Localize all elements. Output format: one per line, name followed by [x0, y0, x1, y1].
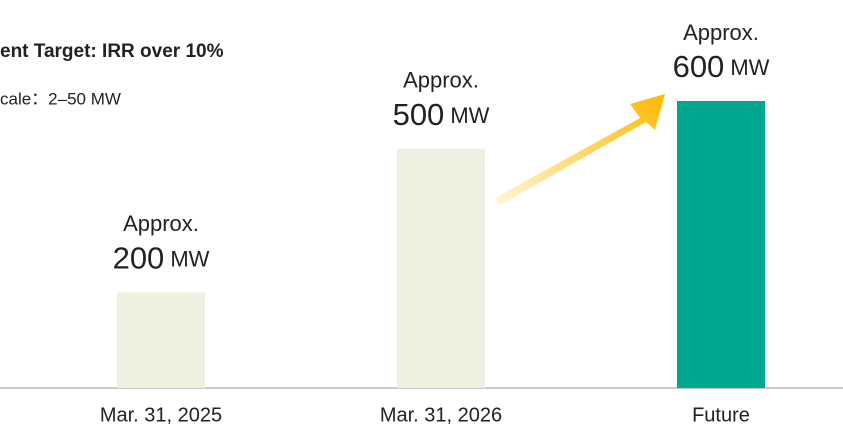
value-label: 200 MW [113, 241, 210, 276]
value-label-prefix: Approx. [683, 20, 759, 45]
value-number: 500 [393, 97, 445, 132]
value-number: 200 [113, 241, 165, 276]
chart-subtitle: cale：2–50 MW [0, 89, 121, 108]
value-unit: MW [730, 55, 769, 80]
value-label: 600 MW [673, 49, 770, 84]
value-number: 600 [673, 49, 725, 84]
chart-title: ent Target: IRR over 10% [0, 41, 224, 62]
x-tick-label: Mar. 31, 2025 [100, 404, 222, 426]
value-unit: MW [450, 103, 489, 128]
value-unit: MW [170, 246, 209, 271]
value-label-prefix: Approx. [403, 68, 479, 93]
bar [677, 101, 765, 388]
growth-arrow [495, 94, 665, 205]
x-tick-label: Mar. 31, 2026 [380, 404, 502, 426]
bar [117, 292, 205, 388]
bar [397, 148, 485, 388]
value-label: 500 MW [393, 97, 490, 132]
x-tick-label: Future [692, 404, 750, 426]
value-label-prefix: Approx. [123, 211, 199, 236]
